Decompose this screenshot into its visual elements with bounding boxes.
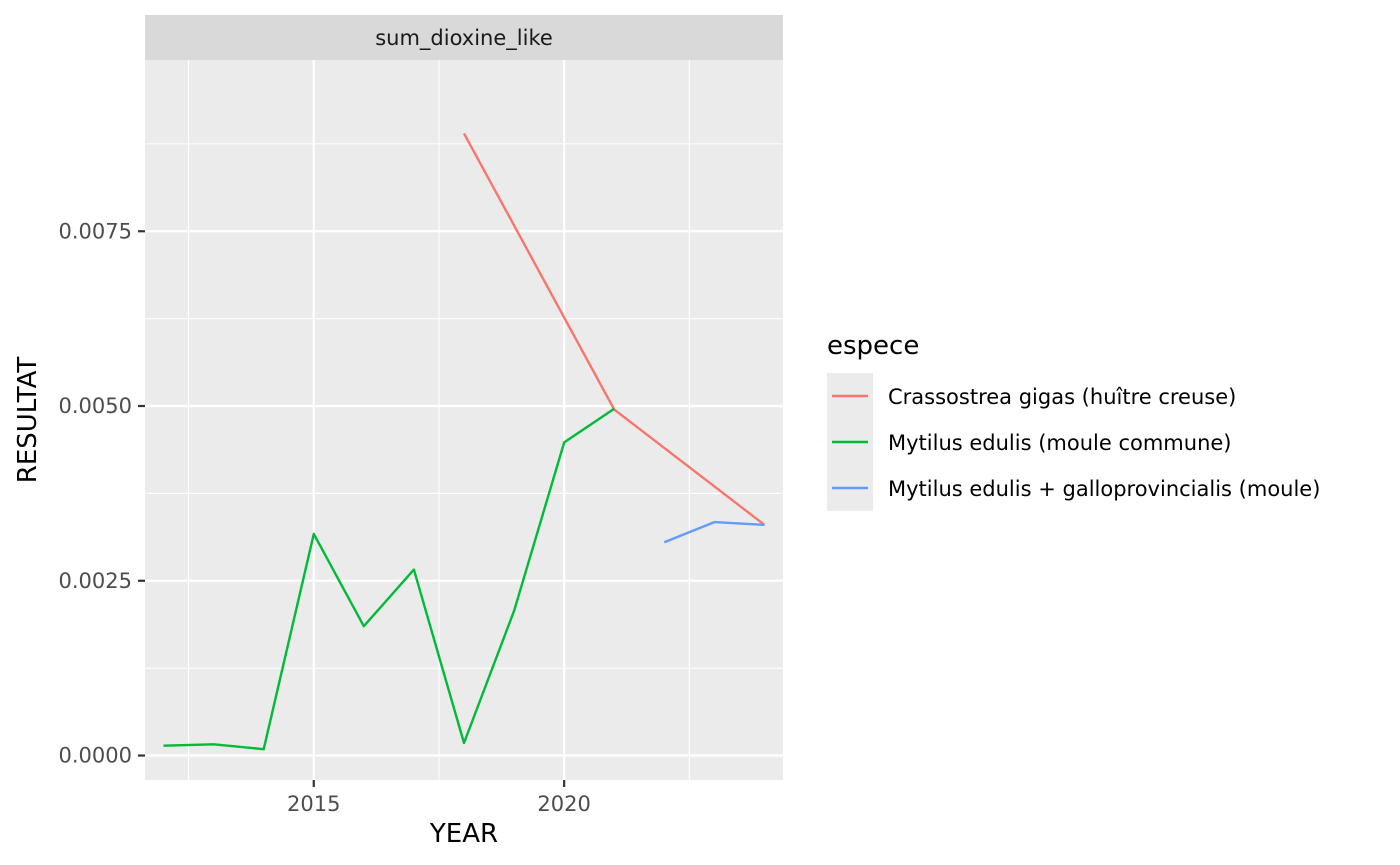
legend-item-label: Crassostrea gigas (huître creuse)	[888, 385, 1236, 409]
y-tick-label: 0.0050	[59, 394, 132, 418]
legend-items: Crassostrea gigas (huître creuse) Mytilus…	[827, 373, 1320, 511]
legend-item-label: Mytilus edulis + galloprovincialis (moul…	[888, 477, 1320, 501]
facet-strip	[145, 15, 783, 60]
legend-item-label: Mytilus edulis (moule commune)	[888, 431, 1232, 455]
legend: espece Crassostrea gigas (huître creuse)…	[827, 331, 1320, 511]
y-tick-label: 0.0000	[59, 744, 132, 768]
legend-title: espece	[827, 331, 919, 361]
x-axis: 2015 2020	[287, 780, 591, 816]
facet-label: sum_dioxine_like	[375, 26, 553, 51]
plot-panel	[145, 60, 783, 780]
series-line-2	[163, 407, 615, 751]
y-axis: 0.0000 0.0025 0.0050 0.0075	[59, 219, 145, 768]
x-tick-label: 2020	[537, 792, 590, 816]
x-tick-label: 2015	[287, 792, 340, 816]
x-axis-title: YEAR	[429, 819, 498, 849]
series-line-3	[663, 520, 765, 544]
minor-gridlines	[145, 60, 783, 780]
y-tick-label: 0.0075	[59, 219, 132, 243]
y-tick-label: 0.0025	[59, 569, 132, 593]
y-axis-title: RESULTAT	[13, 357, 43, 484]
series-lines	[163, 132, 766, 751]
major-gridlines	[145, 60, 783, 780]
